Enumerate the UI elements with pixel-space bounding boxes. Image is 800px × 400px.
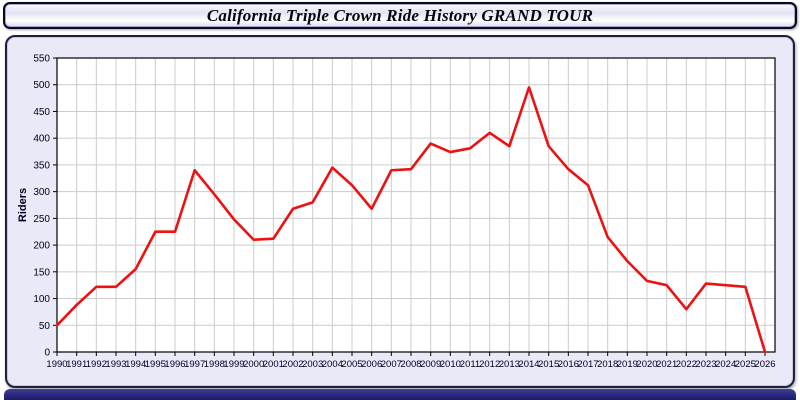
x-tick-label: 2019 xyxy=(617,359,638,370)
x-tick-label: 1998 xyxy=(204,359,225,370)
x-tick-label: 2002 xyxy=(282,359,303,370)
x-tick-label: 2017 xyxy=(577,359,598,370)
x-tick-label: 2004 xyxy=(322,359,343,370)
x-tick-label: 2013 xyxy=(499,359,520,370)
y-tick-label: 150 xyxy=(33,267,50,278)
x-tick-label: 1991 xyxy=(66,359,87,370)
x-tick-label: 1995 xyxy=(145,359,166,370)
x-tick-label: 2026 xyxy=(754,359,775,370)
y-tick-label: 300 xyxy=(33,187,50,198)
x-tick-label: 2003 xyxy=(302,359,323,370)
riders-series-line xyxy=(55,86,767,354)
x-tick-label: 2015 xyxy=(538,359,559,370)
x-tick-label: 1996 xyxy=(164,359,185,370)
x-tick-label: 2001 xyxy=(263,359,284,370)
x-tick-label: 2020 xyxy=(636,359,657,370)
page-title: California Triple Crown Ride History GRA… xyxy=(206,5,594,25)
x-tick-label: 2023 xyxy=(695,359,716,370)
y-tick-label: 200 xyxy=(33,241,50,252)
x-tick-label: 2009 xyxy=(420,359,441,370)
title-bar: California Triple Crown Ride History GRA… xyxy=(3,2,797,29)
y-tick-label: 500 xyxy=(33,80,50,91)
x-tick-label: 2021 xyxy=(656,359,677,370)
x-tick-label: 2014 xyxy=(518,359,539,370)
x-tick-label: 2005 xyxy=(341,359,362,370)
x-tick-label: 2025 xyxy=(735,359,756,370)
x-tick-label: 2024 xyxy=(715,359,736,370)
y-tick-label: 0 xyxy=(44,348,50,359)
x-tick-label: 2007 xyxy=(381,359,402,370)
y-tick-label: 400 xyxy=(33,134,50,145)
x-tick-label: 2011 xyxy=(460,359,480,370)
plot-frame xyxy=(56,57,776,353)
plot-area xyxy=(57,58,775,352)
x-tick-label: 1993 xyxy=(105,359,126,370)
y-tick-label: 50 xyxy=(39,321,51,332)
x-tick-label: 2012 xyxy=(479,359,500,370)
y-tick-label: 550 xyxy=(33,54,50,65)
y-tick-label: 250 xyxy=(33,214,50,225)
x-tick-label: 2016 xyxy=(558,359,579,370)
y-axis-title: Riders xyxy=(17,188,29,222)
x-tick-label: 1990 xyxy=(46,359,67,370)
x-tick-label: 1992 xyxy=(86,359,107,370)
x-tick-label: 1994 xyxy=(125,359,146,370)
x-tick-label: 2006 xyxy=(361,359,382,370)
x-tick-label: 1999 xyxy=(223,359,244,370)
y-tick-label: 100 xyxy=(33,294,50,305)
x-tick-label: 2000 xyxy=(243,359,264,370)
x-tick-label: 1997 xyxy=(184,359,205,370)
bottom-bar xyxy=(4,389,796,400)
x-tick-label: 2022 xyxy=(676,359,697,370)
x-tick-label: 2008 xyxy=(400,359,421,370)
y-tick-label: 450 xyxy=(33,107,50,118)
y-tick-label: 350 xyxy=(33,160,50,171)
x-tick-label: 2010 xyxy=(440,359,461,370)
x-tick-label: 2018 xyxy=(597,359,618,370)
